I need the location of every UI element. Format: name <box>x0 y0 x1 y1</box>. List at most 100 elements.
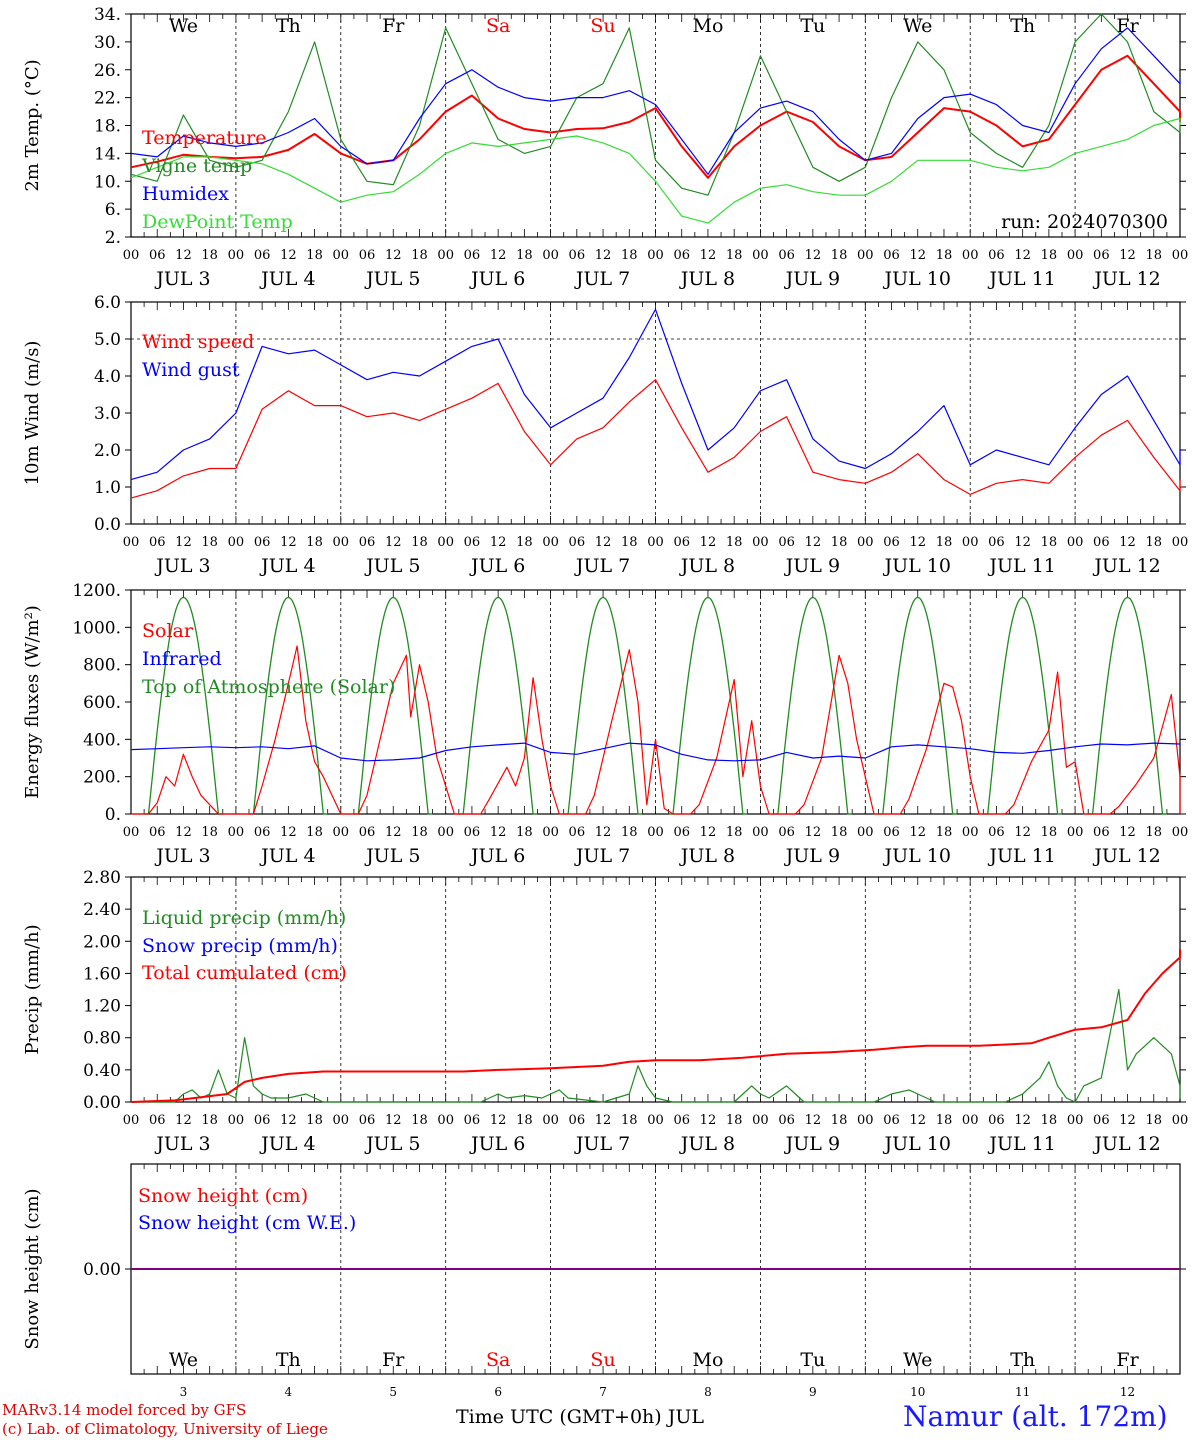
legend-entry: Temperature <box>142 127 266 149</box>
x-hour-label: 06 <box>254 825 271 840</box>
y-tick-label: 2. <box>105 228 121 248</box>
x-hour-label: 18 <box>621 535 638 550</box>
time-axis-label: Time UTC (GMT+0h) JUL <box>456 1406 704 1428</box>
x-hour-label: 00 <box>1067 535 1084 550</box>
y-tick-label: 18. <box>94 117 121 137</box>
weekday-label: Sa <box>486 1349 510 1371</box>
x-hour-label: 12 <box>805 535 822 550</box>
series-line <box>130 742 1181 762</box>
x-hour-label: 00 <box>647 535 664 550</box>
y-tick-label: 1.60 <box>83 964 121 984</box>
x-hour-label: 00 <box>962 535 979 550</box>
x-hour-label: 18 <box>831 1113 848 1128</box>
x-hour-label: 00 <box>333 1113 350 1128</box>
y-axis-label: Energy fluxes (W/m²) <box>22 605 43 799</box>
x-hour-label: 00 <box>333 535 350 550</box>
x-day-number: 7 <box>599 1385 607 1399</box>
y-tick-label: 200. <box>83 768 121 788</box>
x-hour-label: 06 <box>883 535 900 550</box>
x-hour-label: 18 <box>831 825 848 840</box>
x-day-label: JUL 10 <box>883 555 951 577</box>
x-hour-label: 00 <box>123 535 140 550</box>
x-day-number: 6 <box>494 1385 502 1399</box>
x-day-number: 10 <box>910 1385 925 1399</box>
y-tick-label: 30. <box>94 33 121 53</box>
toa-solar-curve <box>144 596 223 815</box>
x-day-number: 11 <box>1015 1385 1030 1399</box>
x-hour-label: 12 <box>175 535 192 550</box>
weekday-label: Mo <box>692 1349 723 1371</box>
x-hour-label: 12 <box>1119 1113 1136 1128</box>
x-hour-label: 12 <box>175 1113 192 1128</box>
x-hour-label: 00 <box>752 1113 769 1128</box>
x-hour-label: 06 <box>883 1113 900 1128</box>
x-hour-label: 06 <box>673 825 690 840</box>
series-line <box>130 308 1181 481</box>
x-hour-label: 18 <box>621 1113 638 1128</box>
x-hour-label: 00 <box>542 248 559 263</box>
x-day-label: JUL 5 <box>364 268 420 290</box>
legend-entry: Liquid precip (mm/h) <box>142 907 346 929</box>
x-day-label: JUL 9 <box>784 555 840 577</box>
x-hour-label: 18 <box>201 825 218 840</box>
x-hour-label: 12 <box>595 248 612 263</box>
toa-solar-curve <box>878 596 958 815</box>
x-day-label: JUL 5 <box>364 845 420 867</box>
x-day-number: 5 <box>389 1385 397 1399</box>
series-line <box>130 54 1181 179</box>
x-day-label: JUL 11 <box>987 1133 1055 1155</box>
x-hour-label: 06 <box>464 1113 481 1128</box>
x-hour-label: 12 <box>909 535 926 550</box>
toa-solar-curve <box>668 596 748 815</box>
x-hour-label: 00 <box>1172 825 1189 840</box>
x-hour-label: 12 <box>595 825 612 840</box>
x-hour-label: 00 <box>1067 248 1084 263</box>
x-hour-label: 00 <box>437 535 454 550</box>
weekday-label: Fr <box>382 15 405 37</box>
x-hour-label: 06 <box>1093 248 1110 263</box>
legend-entry: Top of Atmosphere (Solar) <box>142 676 395 698</box>
x-hour-label: 06 <box>359 1113 376 1128</box>
y-tick-label: 10. <box>94 172 121 192</box>
x-hour-label: 12 <box>1014 825 1031 840</box>
weekday-label: We <box>169 15 198 37</box>
x-hour-label: 06 <box>359 825 376 840</box>
x-hour-label: 06 <box>464 248 481 263</box>
x-hour-label: 18 <box>936 1113 953 1128</box>
y-tick-label: 1.0 <box>94 478 121 498</box>
series-line <box>130 13 1181 196</box>
y-tick-label: 6.0 <box>94 293 121 313</box>
x-hour-label: 12 <box>1014 248 1031 263</box>
x-day-label: JUL 3 <box>154 555 210 577</box>
x-day-label: JUL 10 <box>883 1133 951 1155</box>
run-label: run: 2024070300 <box>1001 211 1168 233</box>
x-hour-label: 12 <box>700 535 717 550</box>
y-tick-label: 2.80 <box>83 868 121 888</box>
x-hour-label: 12 <box>1014 1113 1031 1128</box>
x-hour-label: 12 <box>909 825 926 840</box>
x-hour-label: 06 <box>149 248 166 263</box>
x-hour-label: 06 <box>254 248 271 263</box>
x-hour-label: 06 <box>673 248 690 263</box>
y-axis-label: 2m Temp. (°C) <box>22 59 43 191</box>
x-hour-label: 06 <box>149 1113 166 1128</box>
x-hour-label: 06 <box>149 825 166 840</box>
x-hour-label: 00 <box>962 825 979 840</box>
x-hour-label: 00 <box>123 248 140 263</box>
y-tick-label: 5.0 <box>94 330 121 350</box>
x-hour-label: 06 <box>988 535 1005 550</box>
y-tick-label: 0.0 <box>94 515 121 535</box>
legend-entry: DewPoint Temp <box>142 211 293 233</box>
weekday-label: Su <box>590 1349 615 1371</box>
x-hour-label: 00 <box>228 825 245 840</box>
x-hour-label: 18 <box>1146 1113 1163 1128</box>
x-hour-label: 12 <box>1119 248 1136 263</box>
x-hour-label: 18 <box>1041 825 1058 840</box>
x-day-label: JUL 7 <box>574 555 630 577</box>
y-tick-label: 1000. <box>72 618 121 638</box>
x-hour-label: 00 <box>437 248 454 263</box>
x-hour-label: 00 <box>542 535 559 550</box>
series-line <box>130 27 1181 175</box>
model-credit: MARv3.14 model forced by GFS <box>2 1401 247 1419</box>
